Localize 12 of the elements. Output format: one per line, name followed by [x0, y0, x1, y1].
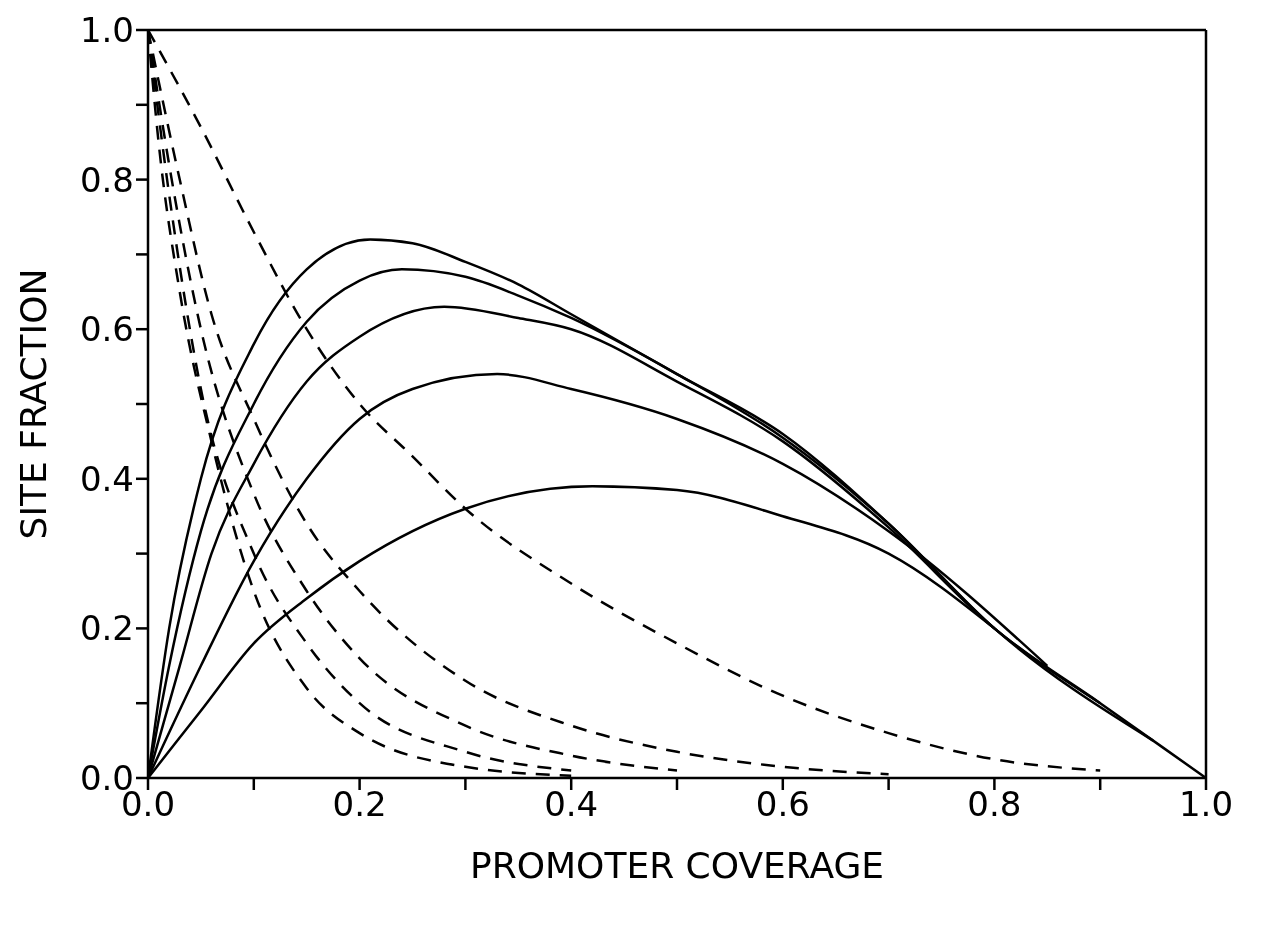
y-tick-label: 0.8 [79, 159, 134, 200]
x-tick-label: 0.8 [967, 784, 1022, 825]
x-tick-label: 1.0 [1178, 784, 1234, 825]
x-tick-label: 0.2 [332, 784, 387, 825]
x-tick-label: 0.4 [544, 784, 599, 825]
y-tick-label: 1.0 [79, 10, 134, 51]
y-tick-label: 0.6 [79, 309, 134, 350]
y-tick-label: 0.2 [79, 608, 134, 649]
y-tick-label: 0.4 [79, 458, 134, 499]
x-axis-title: PROMOTER COVERAGE [469, 845, 885, 886]
y-axis-title: SITE FRACTION [12, 268, 54, 540]
x-tick-label: 0.6 [755, 784, 810, 825]
